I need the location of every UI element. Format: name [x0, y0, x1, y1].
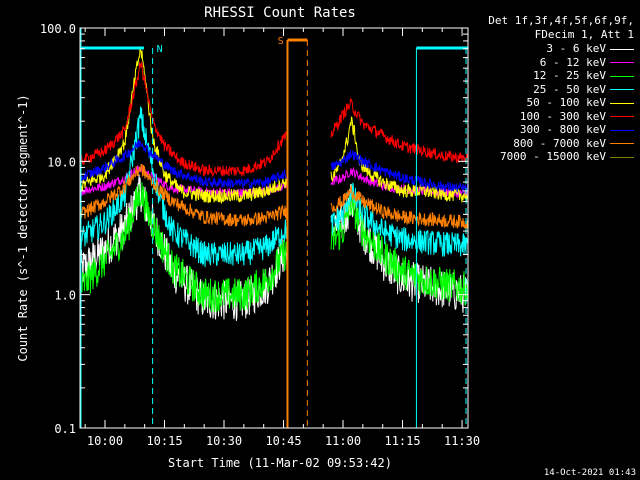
x-tick-label: 11:00 — [325, 434, 361, 448]
legend-entry: 300 - 800 keV — [520, 123, 634, 136]
legend-label: 300 - 800 keV — [519, 123, 606, 136]
y-tick-label: 1.0 — [54, 289, 76, 303]
legend-label: 50 - 100 keV — [526, 96, 606, 109]
legend-entry: 7000 - 15000 keV — [500, 150, 634, 163]
legend-label: 800 - 7000 keV — [513, 136, 606, 150]
legend-label: 7000 - 15000 keV — [500, 150, 606, 163]
series-line-25-50-kev-seg2 — [330, 182, 469, 257]
legend-swatch — [610, 48, 634, 50]
legend-entry: 6 - 12 keV — [540, 56, 634, 69]
x-tick-label: 11:15 — [384, 434, 420, 448]
legend-swatch — [610, 116, 634, 117]
legend-swatch — [610, 75, 634, 77]
series-line-800-7000-kev-seg1 — [79, 164, 288, 227]
x-axis-label: Start Time (11-Mar-02 09:53:42) — [168, 456, 392, 470]
legend-swatch — [610, 102, 634, 104]
annotation-s: S — [278, 36, 284, 47]
series-line-300-800-kev-seg2 — [330, 149, 469, 194]
legend-entry: 800 - 7000 keV — [513, 137, 634, 150]
legend-label: 3 - 6 keV — [546, 42, 606, 55]
series-line-25-50-kev-seg1 — [79, 106, 288, 268]
legend-entry: 25 - 50 keV — [533, 83, 634, 96]
legend-label: 12 - 25 keV — [533, 69, 606, 82]
series-line-12-25-kev-seg1 — [79, 182, 288, 313]
x-tick-label: 10:30 — [206, 434, 242, 448]
legend-label: 25 - 50 keV — [533, 82, 606, 96]
legend-swatch — [610, 156, 634, 158]
legend-swatch — [610, 129, 634, 131]
series-line-100-300-kev-seg2 — [330, 98, 469, 164]
legend-entry: 3 - 6 keV — [546, 42, 634, 55]
legend-label: 6 - 12 keV — [539, 55, 606, 69]
chart-title: RHESSI Count Rates — [204, 5, 356, 21]
legend-swatch — [610, 62, 634, 63]
y-tick-label: 0.1 — [54, 422, 76, 436]
legend-entry: 12 - 25 keV — [533, 69, 634, 82]
series-line-50-100-kev-seg2 — [330, 116, 469, 203]
legend-swatch — [610, 143, 634, 144]
series-line-3-6-kev-seg1 — [79, 174, 288, 321]
y-tick-label: 100.0 — [40, 22, 76, 36]
x-tick-label: 10:15 — [146, 434, 182, 448]
y-axis-label: Count Rate (s^-1 detector segment^-1) — [16, 94, 30, 361]
x-tick-label: 10:00 — [87, 434, 123, 448]
annotation-n: N — [157, 44, 163, 55]
series-line-800-7000-kev-seg2 — [330, 184, 469, 229]
series-line-300-800-kev-seg1 — [79, 139, 288, 190]
legend-header: Det 1f,3f,4f,5f,6f,9f, — [488, 14, 634, 27]
axes-layer: 10:00 10:15 10:30 10:45 11:00 11:15 11:30 0.1 1.… — [16, 22, 480, 448]
series-line-50-100-kev-seg1 — [79, 46, 288, 205]
y-tick-label: 10.0 — [47, 155, 76, 169]
attenuator-overlay-layer: NS — [80, 28, 468, 428]
legend-entry: 100 - 300 keV — [520, 110, 634, 123]
legend-swatch — [610, 89, 634, 90]
legend-label: 100 - 300 keV — [519, 109, 606, 123]
legend-header: FDecim 1, Att 1 — [534, 28, 634, 41]
x-tick-label: 10:45 — [265, 434, 301, 448]
x-tick-label: 11:30 — [444, 434, 480, 448]
series-line-100-300-kev-seg1 — [79, 61, 288, 178]
legend-entry: 50 - 100 keV — [527, 96, 634, 109]
plot-frame — [79, 27, 469, 429]
series-layer — [79, 46, 469, 321]
footer-timestamp: 14-Oct-2021 01:43 — [543, 468, 636, 478]
